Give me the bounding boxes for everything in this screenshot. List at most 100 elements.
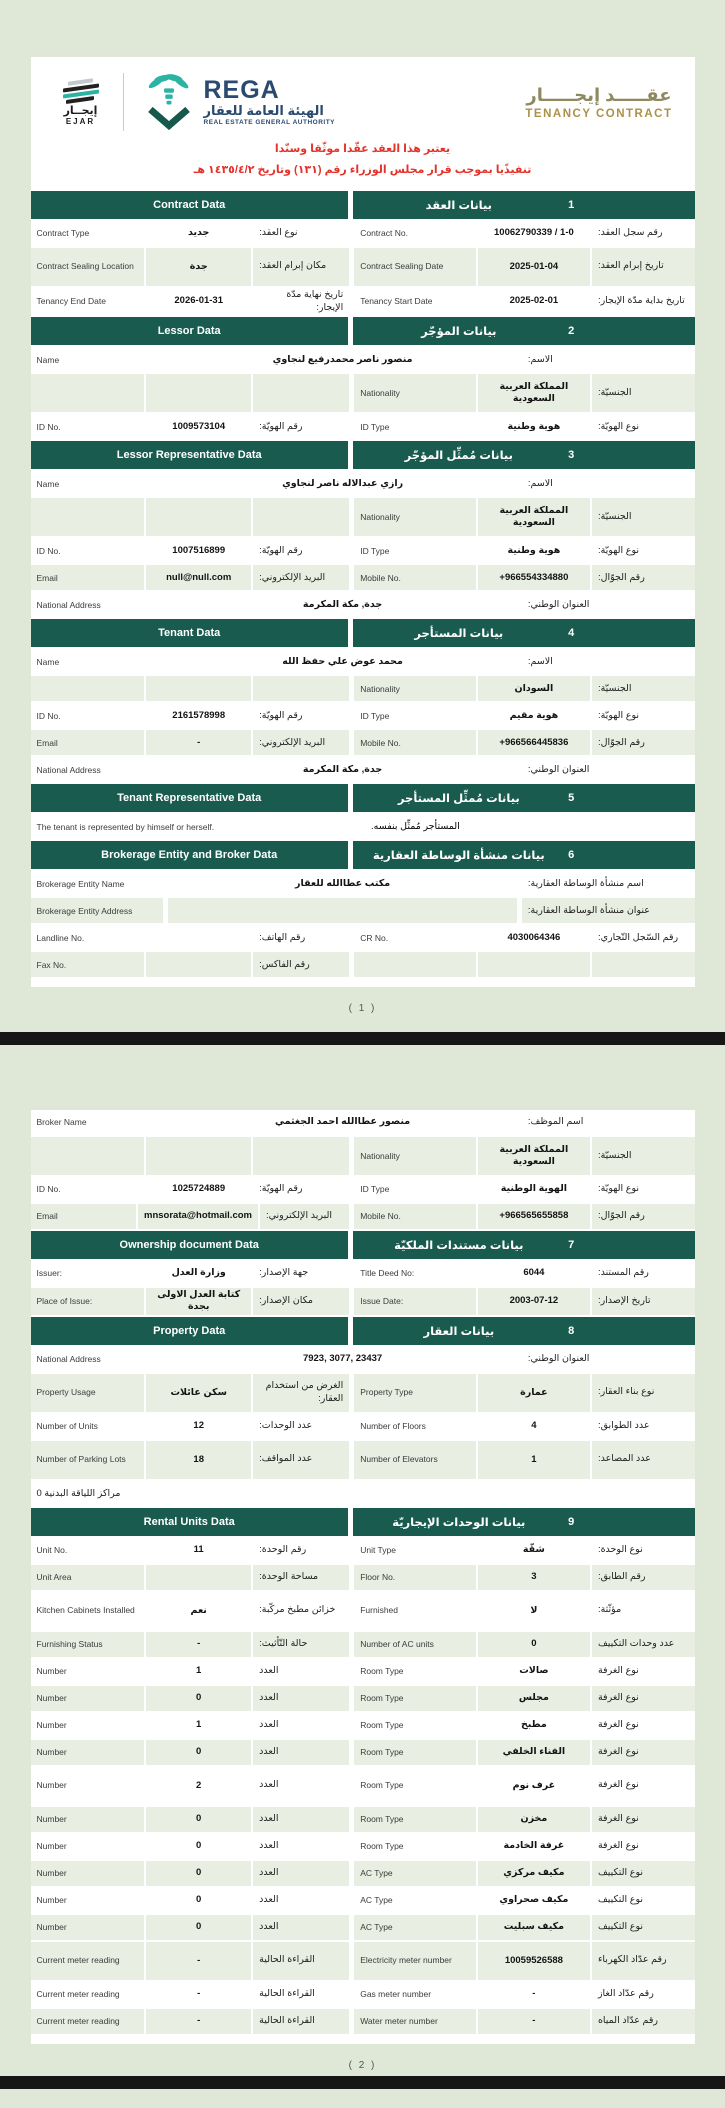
section-number: 1 [568, 198, 575, 211]
field-label-ar: رقم الجوّال: [591, 565, 695, 591]
table-row: Email mnsorata@hotmail.com البريد الإلكترو… [30, 1204, 695, 1229]
field-label-en: ID Type [354, 1177, 476, 1202]
section-title-ar: بيانات منشأة الوساطة العقارية [372, 850, 545, 863]
field-label-ar: نوع التكييف [591, 1914, 695, 1940]
field-label-ar: نوع الغرفة [591, 1658, 695, 1684]
page1-sheet: إيجــار EJAR [30, 57, 695, 988]
field-label-ar: نوع الغرفة [591, 1739, 695, 1765]
table-row: Number 0 العدد AC Type مكيف سبليت نوع التكييف [30, 1914, 695, 1940]
field-label-en: Name [30, 347, 164, 373]
field-label-en: Nationality [354, 498, 476, 537]
field-value: 1025724889 [146, 1177, 252, 1202]
table-row: Nationality المملكة العربية السعودية الجنس… [30, 374, 695, 413]
field-label-en: Title Deed No: [354, 1261, 476, 1286]
section-header: Lessor Data بيانات المؤجّر 2 [30, 317, 695, 346]
field-label-en: Number [30, 1860, 145, 1886]
field-label-ar: رقم الهويّة: [253, 414, 350, 440]
table-row: National Address 7923, 3077, 23437 العنوان… [30, 1346, 695, 1372]
row-half-l: Number 2 العدد [30, 1766, 350, 1805]
row-half-l: Email mnsorata@hotmail.com البريد الإلكترو… [30, 1204, 350, 1229]
field-label-en: Room Type [354, 1658, 476, 1684]
rega-logo: REGA الهيئة العامة للعقار REAL ESTATE GE… [138, 72, 336, 132]
section-title-en: Rental Units Data [30, 1507, 348, 1536]
ejar-logo-arabic: إيجــار [63, 105, 98, 117]
field-label-ar: العدد [253, 1887, 350, 1913]
field-label-ar: الاسم: [521, 471, 695, 497]
table-row: Number 1 العدد Room Type مطبخ نوع الغرفة [30, 1712, 695, 1738]
row-half-r: Mobile No. +966554334880 رقم الجوّال: [354, 565, 695, 591]
field-label-ar: العدد [253, 1914, 350, 1940]
field-value: مكيف مركزي [477, 1860, 590, 1886]
row-half-r: Nationality السودان الجنسيّة: [354, 676, 695, 702]
field-value: 2026-01-31 [146, 287, 252, 316]
field-value: - [477, 2008, 590, 2034]
field-value: المملكة العربية السعودية [477, 374, 590, 413]
section-number: 6 [568, 849, 575, 862]
section-title-en: Tenant Representative Data [30, 784, 348, 813]
field-label-en: Number [30, 1806, 145, 1832]
field-value: مخزن [477, 1806, 590, 1832]
field-label-ar: تاريخ نهاية مدّة الإيجار: [253, 287, 350, 316]
row-half-r: Number of AC units 0 عدد وحدات التكييف [354, 1631, 695, 1657]
field-label-en: ID No. [30, 1177, 145, 1202]
field-label-ar: رقم عدّاد الكهرباء [591, 1941, 695, 1980]
field-value: 1009573104 [146, 414, 252, 440]
row-half-r: Property Type عمارة نوع بناء العقار: [354, 1373, 695, 1412]
row-half-r: Tenancy Start Date 2025-02-01 تاريخ بداية … [354, 287, 695, 316]
field-value: مكيف صحراوي [477, 1887, 590, 1913]
row-half-l: Tenancy End Date 2026-01-31 تاريخ نهاية مد… [30, 287, 350, 316]
field-label-en: Tenancy Start Date [354, 287, 476, 316]
section-title-ar: بيانات الوحدات الإيجاريّة [392, 1516, 526, 1529]
row-half-l: Fax No. رقم الفاكس: [30, 952, 350, 978]
field-value: 2161578998 [146, 703, 252, 729]
field-label-en: ID No. [30, 414, 145, 440]
row-half-l: Property Usage سكن عائلات الغرض من استخدام… [30, 1373, 350, 1412]
section-header: Ownership document Data بيانات مستندات ال… [30, 1231, 695, 1259]
row-half-l: Email - البريد الإلكتروني: [30, 730, 350, 756]
row-half-l [30, 676, 350, 702]
table-row: Number of Units 12 عدد الوحدات: Number of F… [30, 1413, 695, 1439]
field-label-en: Place of Issue: [30, 1288, 145, 1315]
field-value: هوية مقيم [477, 703, 590, 729]
row-half-l [30, 498, 350, 537]
field-value: جدة, مكة المكرمة [168, 592, 517, 618]
section-header: Brokerage Entity and Broker Data بيانات م… [30, 841, 695, 870]
field-label-ar: الجنسيّة: [591, 1137, 695, 1175]
field-label-en: Number of Floors [354, 1413, 476, 1439]
field-value: 0 [146, 1860, 252, 1886]
field-value: جدة [146, 247, 252, 286]
field-label-en: AC Type [354, 1914, 476, 1940]
field-label-ar: القراءة الحالية [253, 2008, 350, 2034]
field-label-ar: حالة التّأثيث: [253, 1631, 350, 1657]
table-row: Issuer: وزارة العدل جهة الإصدار: Title Deed… [30, 1261, 695, 1286]
rega-logo-arabic: الهيئة العامة للعقار [203, 103, 324, 119]
row-half-l: Number 0 العدد [30, 1833, 350, 1859]
table-row: Fax No. رقم الفاكس: [30, 952, 695, 978]
section-number: 2 [568, 325, 575, 338]
field-value: 10059526588 [477, 1941, 590, 1980]
field-label-ar: نوع الغرفة [591, 1806, 695, 1832]
field-label-ar: رقم الهويّة: [253, 1177, 350, 1202]
table-row: Email null@null.com البريد الإلكتروني: Mobi… [30, 565, 695, 591]
field-label-en: Room Type [354, 1712, 476, 1738]
field-value: 7923, 3077, 23437 [168, 1346, 517, 1372]
field-label-ar: رقم عدّاد الغاز [591, 1981, 695, 2007]
section-number: 9 [568, 1515, 575, 1528]
field-label-en: Number [30, 1833, 145, 1859]
field-value: 10062790339 / 1-0 [477, 220, 590, 246]
field-label-ar: الاسم: [521, 347, 695, 373]
field-value [146, 1137, 252, 1175]
field-label-ar: نوع التكييف [591, 1860, 695, 1886]
field-label-ar: العنوان الوطني: [521, 592, 695, 618]
field-label-ar: مؤثّثة: [591, 1591, 695, 1630]
field-value: 1 [146, 1712, 252, 1738]
field-label-ar: الجنسيّة: [591, 498, 695, 537]
field-label-en: Issuer: [30, 1261, 145, 1286]
field-label-ar: العدد [253, 1806, 350, 1832]
section-header: Tenant Representative Data بيانات مُمثِّل… [30, 784, 695, 813]
table-row: Brokerage Entity Name مكتب عطاالله للعقار… [30, 871, 695, 897]
field-label-en: Number [30, 1712, 145, 1738]
field-label-ar: عدد المصاعد: [591, 1440, 695, 1479]
section-title-en: Property Data [30, 1316, 348, 1345]
row-half-r: Room Type مطبخ نوع الغرفة [354, 1712, 695, 1738]
